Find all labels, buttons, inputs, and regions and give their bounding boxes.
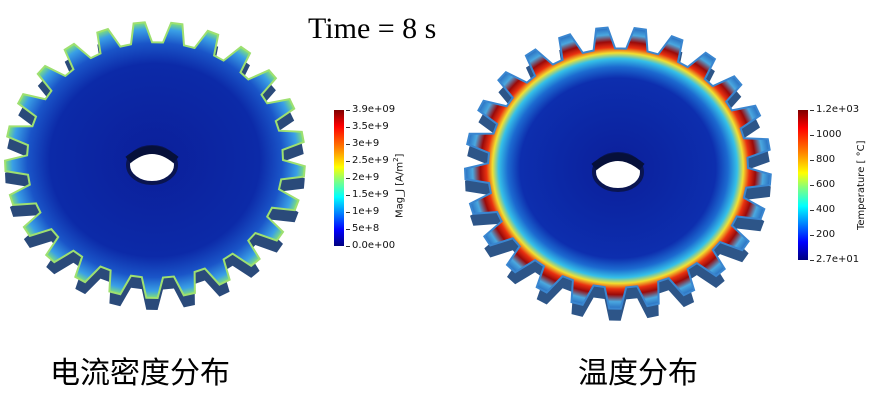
current-density-gear-render (3, 21, 306, 311)
current-density-tick-0: 3.9e+09 (345, 104, 396, 115)
temperature-tick-1: 1000 (809, 129, 842, 140)
temperature-gear-render (463, 26, 772, 321)
current-density-tick-5: 1.5e+9 (346, 189, 389, 200)
temperature-tick-4: 400 (809, 204, 836, 215)
current-density-colorbar (334, 110, 344, 246)
temperature-tick-0: 1.2e+03 (809, 104, 860, 115)
temperature-tick-2: 800 (809, 154, 836, 165)
temperature-tick-6: 2.7e+01 (809, 254, 860, 265)
current-density-tick-4: 2e+9 (345, 172, 380, 183)
temperature-caption: 温度分布 (578, 356, 698, 391)
current-density-tick-7: 5e+8 (345, 223, 380, 234)
page-title: Time = 8 s (308, 12, 437, 45)
current-density-tick-2: 3e+9 (345, 138, 380, 149)
current-density-tick-1: 3.5e+9 (346, 121, 389, 132)
temperature-tick-5: 200 (809, 229, 836, 240)
temperature-colorbar (798, 110, 808, 260)
current-density-colorbar-title: Mag_J [A/m2] (392, 153, 406, 218)
temperature-colorbar-title: Temperature [ °C] (856, 140, 867, 231)
current-density-tick-3: 2.5e+9 (346, 155, 389, 166)
current-density-caption: 电流密度分布 (50, 356, 230, 391)
right-gear-bore-shadow (591, 153, 645, 171)
temperature-tick-3: 600 (809, 179, 836, 190)
left-gear-bore-shadow (125, 146, 179, 164)
current-density-tick-6: 1e+9 (345, 206, 380, 217)
current-density-tick-8: 0.0e+00 (345, 240, 396, 251)
